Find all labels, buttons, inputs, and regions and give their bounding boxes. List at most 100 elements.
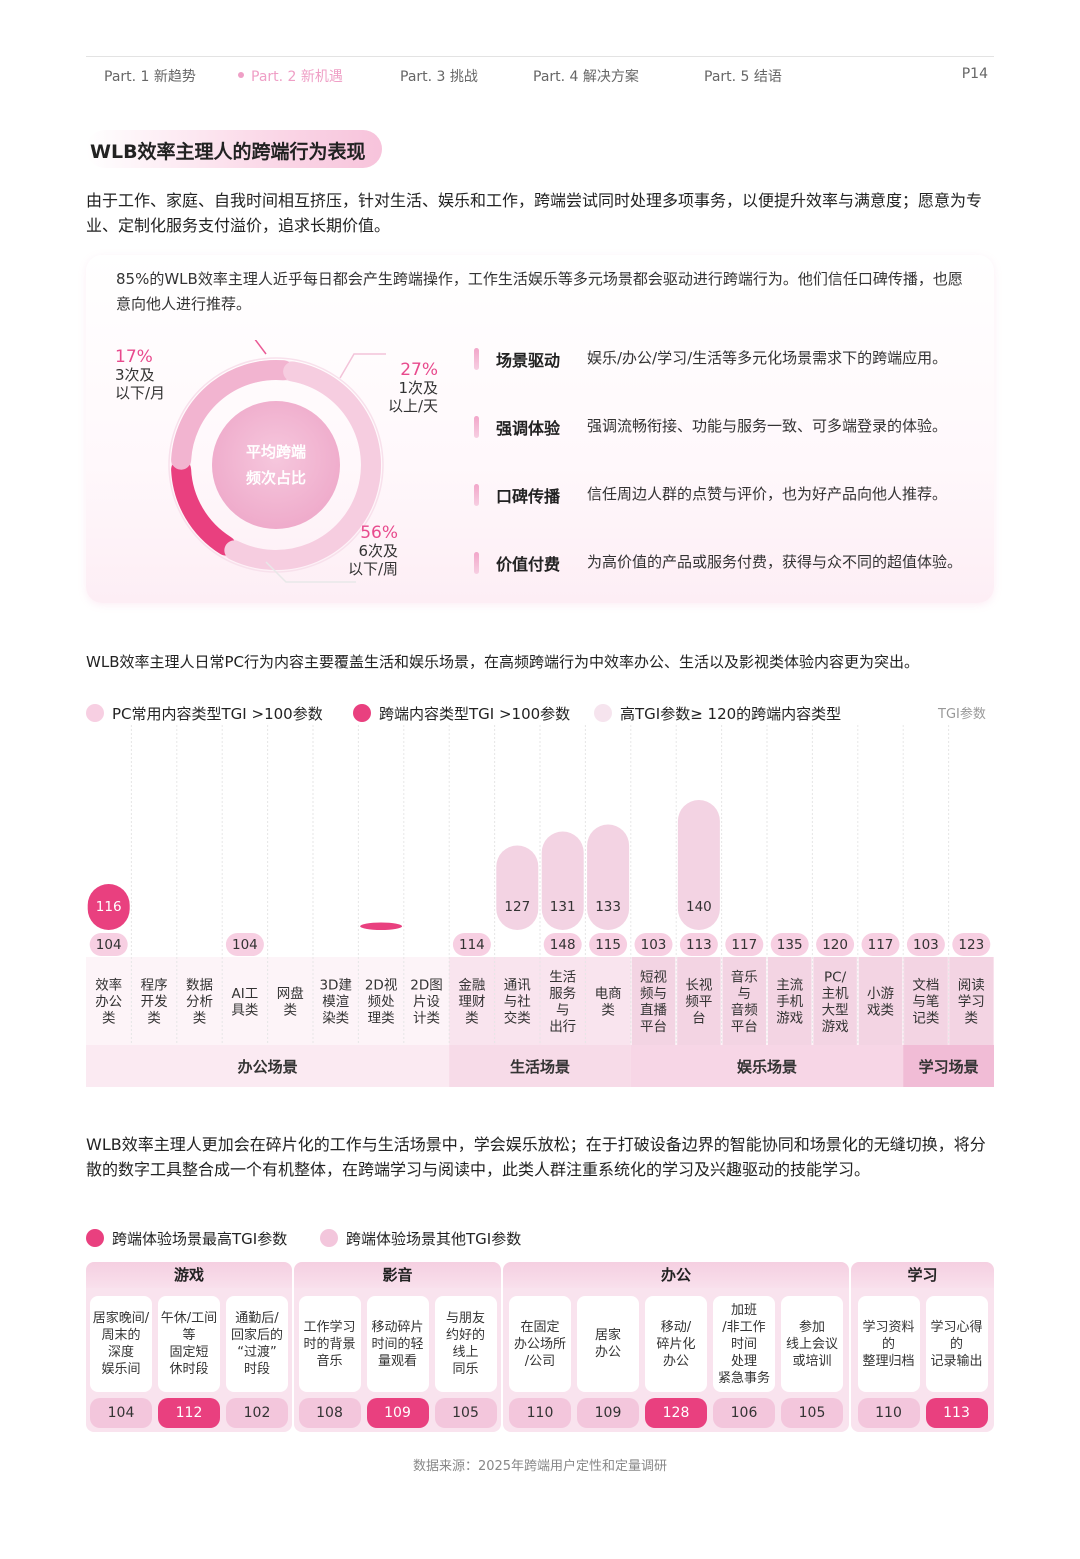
x-tick-label: 类: [147, 1011, 161, 1027]
scene-tgi-value: 108: [298, 1398, 361, 1428]
scene-card-label: 在固定 办公场所/公司: [514, 1319, 566, 1370]
category-cell: [268, 957, 312, 1045]
scene-paragraph: WLB效率主理人更加会在碎片化的工作与生活场景中，学会娱乐放松；在于打破设备边界…: [86, 1135, 986, 1179]
bar-value-label: 133: [595, 899, 621, 915]
scene-card-line: 紧急事务: [717, 1370, 770, 1386]
nav-item-part2[interactable]: Part. 2 新机遇: [238, 66, 343, 86]
scene-card-line: 居家晚间/: [92, 1311, 150, 1326]
x-tick-label: 直播: [640, 1002, 668, 1018]
scene-tgi-value: 110: [509, 1398, 571, 1428]
x-tick-label: 电商: [595, 986, 622, 1002]
donut-slice-0: [171, 459, 236, 556]
nav-item-part3[interactable]: Part. 3 挑战: [400, 69, 478, 85]
scene-group-label: 娱乐场景: [737, 1058, 797, 1076]
x-tick-label: 与社: [504, 994, 531, 1010]
bar-value-label: 131: [550, 899, 576, 915]
scene-card-line: 通勤后/: [235, 1311, 279, 1326]
scene-card-line: 移动/: [660, 1319, 692, 1335]
nav-item-part1[interactable]: Part. 1 新趋势: [104, 69, 196, 85]
donut-label-daily: 27% 1次及 以上/天: [384, 361, 438, 415]
donut-center-line2: 频次占比: [246, 469, 306, 487]
scene-group-header: 办公: [503, 1262, 849, 1288]
scene-group-label: 生活场景: [510, 1058, 570, 1076]
scene-card-line: 学习资料: [862, 1319, 915, 1335]
scene-card-line: 时的背景: [303, 1336, 356, 1352]
pc-tgi-value: 103: [913, 937, 939, 953]
x-tick-label: 类: [465, 1011, 479, 1027]
x-tick-label: 长视: [685, 978, 713, 994]
scene-card-line: 量观看: [377, 1353, 417, 1369]
donut-pct-monthly: 17%: [115, 347, 153, 367]
category-cell: [177, 957, 222, 1045]
pc-tgi-value: 113: [686, 937, 712, 953]
scene-card-line: 约好的: [445, 1328, 485, 1343]
legend-dot-pc: [86, 704, 104, 722]
scene-card-line: 线上: [452, 1345, 479, 1360]
donut-center-line1: 平均跨端: [246, 443, 306, 461]
feature-bar-icon: [474, 348, 479, 370]
scene-card-line: 记录输出: [930, 1353, 983, 1369]
x-tick-label: 主机: [822, 986, 850, 1002]
scene-card-line: 学习心得: [930, 1319, 983, 1335]
scene-tgi-highest: 113: [925, 1398, 988, 1428]
scene-card-line: 加班: [730, 1302, 757, 1318]
legend-label-other: 跨端体验场景其他TGI参数: [346, 1230, 522, 1248]
x-tick-label: 交类: [504, 1010, 531, 1027]
scene-card: 通勤后/回家后的 “过渡” 时段: [226, 1296, 288, 1392]
donut-text-weekly-1: 6次及: [358, 542, 398, 560]
donut-text-weekly-2: 以下/周: [347, 560, 398, 578]
scene-group-bar: [903, 1045, 994, 1087]
legend-dot-crossend: [353, 704, 371, 722]
pc-tgi-value: 123: [958, 937, 984, 953]
nav-item-part5[interactable]: Part. 5 结语: [704, 69, 782, 85]
scene-card-label: 学习资料的整理归档: [862, 1319, 914, 1370]
scene-card-line: 在固定: [520, 1319, 560, 1335]
scene-tgi-value: 104: [90, 1398, 152, 1428]
x-tick-label: 主流: [776, 978, 803, 994]
feature-title: 场景驱动: [496, 351, 561, 370]
x-tick-label: 类: [284, 1002, 298, 1018]
x-tick-label: 阅读: [958, 978, 985, 994]
bar-value-label: 116: [96, 899, 122, 915]
x-tick-label: 频平: [685, 994, 712, 1010]
x-tick-label: 频与: [640, 986, 667, 1002]
category-cell: [359, 957, 403, 1045]
leader-line-daily: [339, 353, 386, 379]
x-tick-label: 与: [556, 1002, 570, 1018]
feature-desc: 为高价值的产品或服务付费，获得与众不同的超值体验。: [587, 553, 963, 571]
x-tick-label: 片设: [413, 994, 440, 1010]
feature-title: 强调体验: [496, 419, 561, 438]
scene-group-bar: [630, 1045, 904, 1087]
x-tick-label: 游戏: [776, 1011, 803, 1027]
scene-card-label: 移动碎片 时间的轻 量观看: [371, 1319, 423, 1370]
x-tick-label: 戏类: [867, 1002, 894, 1018]
x-tick-label: 程序: [141, 978, 168, 994]
x-tick-label: 音乐: [731, 968, 758, 985]
feature-bar-icon: [474, 552, 479, 574]
x-tick-label: PC/: [824, 969, 847, 985]
bar-high-tgi: [677, 800, 720, 930]
x-tick-label: 平台: [640, 1019, 667, 1035]
scene-card: 在固定 办公场所/公司: [509, 1296, 571, 1392]
pc-tgi-value: 115: [595, 937, 621, 953]
category-cell: [314, 957, 358, 1045]
scene-card-label: 移动/碎片化 办公: [656, 1319, 695, 1370]
category-cell: [949, 957, 993, 1045]
pc-tgi-value: 117: [868, 937, 894, 953]
nav-item-part4[interactable]: Part. 4 解决方案: [533, 69, 639, 85]
scene-card: 居家晚间/周末的 深度 娱乐间: [90, 1296, 152, 1392]
chart-unit-label: TGI参数: [938, 707, 986, 722]
x-tick-label: 开发: [141, 994, 168, 1010]
active-dot-icon: [238, 72, 244, 78]
bar-high-tgi: [587, 824, 630, 930]
pc-tgi-badge: [816, 933, 855, 956]
x-tick-label: 数据: [186, 978, 213, 994]
category-cell: [768, 957, 812, 1045]
scene-card-label: 居家晚间/周末的 深度 娱乐间: [93, 1310, 149, 1378]
donut-text-monthly-1: 3次及: [115, 366, 155, 384]
scene-tgi-value: 106: [713, 1398, 775, 1428]
x-tick-label: 类: [965, 1011, 979, 1027]
scene-card-line: 周末的: [101, 1328, 141, 1343]
x-tick-label: 通讯: [504, 978, 531, 994]
scene-card: 移动碎片 时间的轻 量观看: [366, 1296, 429, 1392]
